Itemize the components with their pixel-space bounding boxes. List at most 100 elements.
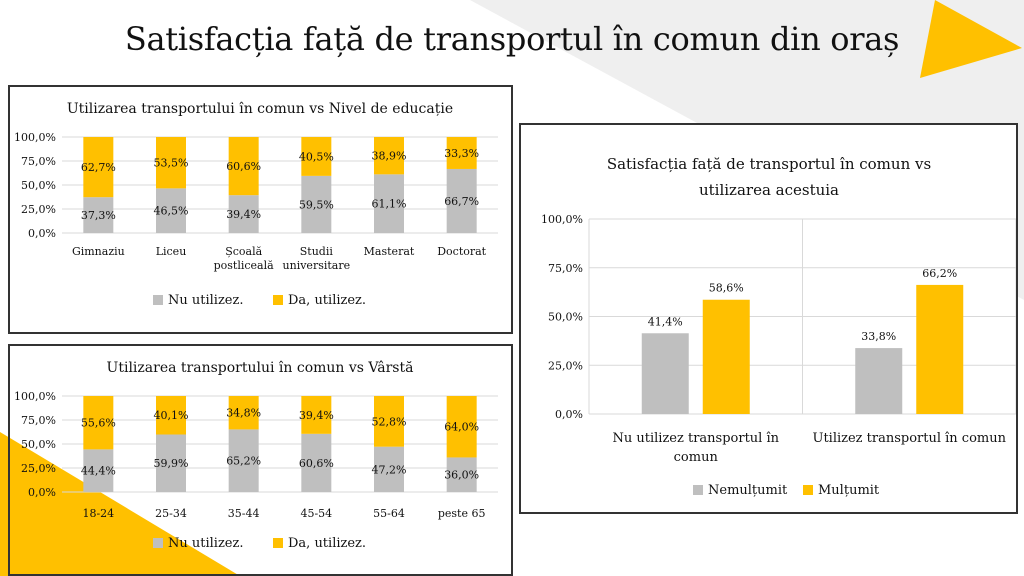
chart0-legend-label: Nu utilizez.	[168, 293, 243, 308]
chart1-category-label: 55-64	[373, 507, 405, 520]
chart0-bar	[83, 137, 114, 198]
chart-satisfaction: Satisfacția față de transportul în comun…	[541, 155, 1016, 498]
chart1-legend-label: Da, utilizez.	[288, 536, 366, 551]
chart0-data-label: 38,9%	[372, 150, 407, 163]
chart2-bar	[702, 299, 750, 414]
chart1-bar	[228, 396, 259, 430]
chart0-category-label: Doctorat	[437, 245, 486, 258]
chart2-title: utilizarea acestuia	[699, 181, 839, 199]
chart1-data-label: 52,8%	[372, 415, 407, 428]
chart2-ytick-label: 0,0%	[555, 408, 583, 421]
chart2-legend-label: Mulțumit	[818, 483, 880, 498]
chart2-data-label: 33,8%	[861, 330, 896, 343]
chart0-data-label: 62,7%	[81, 161, 116, 174]
chart1-bar	[446, 457, 477, 492]
chart1-bar	[374, 446, 404, 492]
chart0-bar	[156, 137, 186, 189]
chart0-category-label: Masterat	[364, 245, 415, 258]
chart1-data-label: 40,1%	[154, 409, 189, 422]
chart0-bar	[301, 137, 332, 176]
chart1-category-label: 35-44	[228, 507, 260, 520]
chart0-bar	[156, 188, 186, 233]
chart0-bar	[228, 137, 259, 196]
chart1-data-label: 39,4%	[299, 409, 334, 422]
chart0-ytick-label: 0,0%	[28, 227, 56, 240]
chart0-legend-swatch	[273, 295, 283, 305]
yellow-triangle-top-right	[920, 0, 1022, 78]
chart0-data-label: 40,5%	[299, 150, 334, 163]
yellow-triangle-bottom-left	[0, 432, 240, 576]
chart0-data-label: 60,6%	[226, 160, 261, 173]
chart2-data-label: 41,4%	[648, 315, 683, 328]
chart0-data-label: 53,5%	[154, 157, 189, 170]
chart0-bar	[374, 137, 404, 175]
chart1-ytick-label: 50,0%	[21, 438, 56, 451]
chart-education: Utilizarea transportului în comun vs Niv…	[14, 101, 498, 308]
chart1-legend-swatch	[153, 538, 163, 548]
chart2-title: Satisfacția față de transportul în comun…	[607, 155, 931, 173]
chart0-data-label: 61,1%	[372, 198, 407, 211]
chart2-legend-label: Nemulțumit	[708, 483, 788, 498]
chart0-category-label: universitare	[283, 259, 351, 272]
chart1-bar	[374, 396, 404, 447]
chart0-ytick-label: 25,0%	[21, 203, 56, 216]
chart0-data-label: 66,7%	[444, 195, 479, 208]
chart2-ytick-label: 75,0%	[548, 262, 583, 275]
chart1-legend-label: Nu utilizez.	[168, 536, 243, 551]
chart1-category-label: 25-34	[155, 507, 187, 520]
chart0-category-label: Gimnaziu	[72, 245, 125, 258]
chart0-category-label: Școală	[225, 245, 262, 258]
chart0-title: Utilizarea transportului în comun vs Niv…	[67, 101, 453, 117]
chart1-bar	[301, 396, 332, 434]
chart1-bar	[83, 396, 114, 450]
chart0-category-label: Studii	[300, 245, 334, 258]
chart0-category-label: Liceu	[156, 245, 187, 258]
chart1-data-label: 34,8%	[226, 407, 261, 420]
chart1-ytick-label: 25,0%	[21, 462, 56, 475]
chart0-bar	[446, 137, 477, 169]
chart1-data-label: 36,0%	[444, 469, 479, 482]
chart1-bar	[83, 449, 114, 492]
chart1-data-label: 47,2%	[372, 463, 407, 476]
chart0-data-label: 37,3%	[81, 209, 116, 222]
chart0-category-label: postliceală	[214, 259, 275, 272]
chart2-bar	[641, 333, 689, 414]
chart1-data-label: 59,9%	[154, 457, 189, 470]
chart1-title: Utilizarea transportului în comun vs Vâr…	[107, 360, 414, 376]
chart0-bar	[374, 174, 404, 233]
chart-panel-satisfaction: Satisfacția față de transportul în comun…	[519, 123, 1018, 514]
chart1-bar	[301, 433, 332, 492]
chart0-ytick-label: 75,0%	[21, 155, 56, 168]
chart1-legend-swatch	[273, 538, 283, 548]
chart-panel-age: Utilizarea transportului în comun vs Vâr…	[8, 344, 513, 576]
chart1-bar	[228, 429, 259, 492]
chart0-data-label: 46,5%	[154, 205, 189, 218]
chart1-bar	[156, 396, 186, 435]
chart1-data-label: 44,4%	[81, 465, 116, 478]
chart2-legend-swatch	[693, 485, 703, 495]
chart0-data-label: 39,4%	[226, 208, 261, 221]
chart-panel-education: Utilizarea transportului în comun vs Niv…	[8, 85, 513, 334]
chart1-bar	[156, 434, 186, 492]
chart0-legend-swatch	[153, 295, 163, 305]
chart0-bar	[301, 175, 332, 233]
chart2-bar	[916, 284, 964, 414]
chart2-ytick-label: 100,0%	[541, 213, 583, 226]
chart1-ytick-label: 0,0%	[28, 486, 56, 499]
chart2-category-label: comun	[674, 450, 719, 465]
chart1-bar	[446, 396, 477, 458]
chart2-bar	[855, 348, 903, 414]
chart1-ytick-label: 75,0%	[21, 414, 56, 427]
chart1-category-label: 18-24	[82, 507, 114, 520]
chart1-data-label: 60,6%	[299, 457, 334, 470]
chart2-data-label: 58,6%	[709, 282, 744, 295]
chart2-ytick-label: 25,0%	[548, 359, 583, 372]
chart0-bar	[83, 197, 114, 233]
chart-age: Utilizarea transportului în comun vs Vâr…	[14, 360, 498, 551]
chart1-data-label: 64,0%	[444, 421, 479, 434]
chart0-ytick-label: 50,0%	[21, 179, 56, 192]
chart0-legend-label: Da, utilizez.	[288, 293, 366, 308]
chart0-bar	[446, 168, 477, 233]
chart2-legend-swatch	[803, 485, 813, 495]
chart2-category-label: Nu utilizez transportul în	[613, 431, 780, 446]
